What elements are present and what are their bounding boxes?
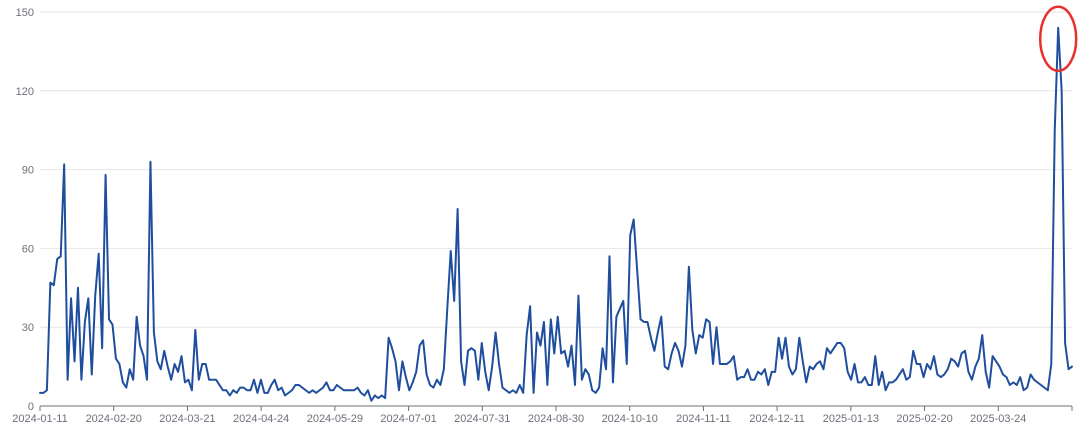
y-tick-label: 30 — [22, 322, 34, 334]
x-tick-label: 2025-02-20 — [896, 413, 952, 425]
x-axis-tick-labels: 2024-01-11 2024-02-20 2024-03-21 2024-04-24… — [12, 413, 1026, 425]
y-tick-label: 0 — [28, 401, 34, 413]
x-tick-label: 2024-12-11 — [749, 413, 804, 425]
series-layer — [39, 26, 1073, 402]
y-axis-tick-labels: 0 30 60 90 120 150 — [16, 7, 34, 413]
x-tick-label: 2024-10-10 — [602, 413, 658, 425]
peak-highlight-circle — [1038, 5, 1078, 73]
x-tick-label: 2024-01-11 — [12, 413, 67, 425]
x-tick-label: 2024-02-20 — [86, 413, 142, 425]
y-tick-label: 60 — [22, 243, 34, 255]
x-axis-ticks — [39, 406, 1073, 411]
y-tick-label: 120 — [16, 86, 34, 98]
x-tick-label: 2025-01-13 — [823, 413, 879, 425]
x-tick-label: 2025-03-24 — [970, 413, 1026, 425]
x-tick-label: 2024-04-24 — [233, 413, 289, 425]
x-tick-label: 2024-11-11 — [676, 413, 731, 425]
grid-lines — [40, 11, 1072, 328]
x-tick-label: 2024-07-01 — [380, 413, 436, 425]
x-tick-label: 2024-08-30 — [528, 413, 584, 425]
series-line — [39, 26, 1073, 402]
x-tick-label: 2024-03-21 — [159, 413, 215, 425]
x-tick-label: 2024-05-29 — [307, 413, 363, 425]
y-tick-label: 150 — [16, 7, 34, 19]
x-tick-label: 2024-07-31 — [454, 413, 510, 425]
y-tick-label: 90 — [22, 165, 34, 177]
